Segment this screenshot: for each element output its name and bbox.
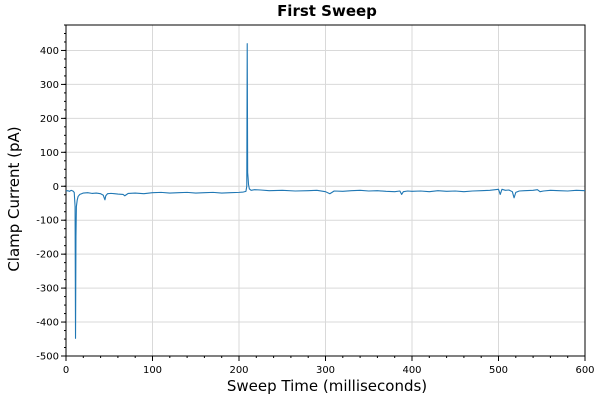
x-tick-label: 500 [489, 365, 508, 376]
y-tick-label: 0 [53, 182, 59, 193]
y-tick-label: 400 [40, 46, 59, 57]
y-tick-label: -400 [36, 318, 59, 329]
x-tick-label: 200 [229, 365, 248, 376]
y-tick-label: 300 [40, 80, 59, 91]
y-axis-label: Clamp Current (pA) [5, 126, 23, 272]
x-tick-label: 400 [402, 365, 421, 376]
y-tick-label: 200 [40, 114, 59, 125]
chart-title: First Sweep [277, 2, 377, 20]
x-tick-label: 0 [63, 365, 69, 376]
x-tick-label: 600 [575, 365, 594, 376]
y-tick-label: -500 [36, 352, 59, 363]
y-tick-label: -200 [36, 250, 59, 261]
x-axis-label: Sweep Time (milliseconds) [226, 377, 428, 395]
y-tick-label: -100 [36, 216, 59, 227]
series-line [65, 43, 586, 339]
y-tick-label: 100 [40, 148, 59, 159]
y-tick-label: -300 [36, 284, 59, 295]
x-tick-label: 300 [316, 365, 335, 376]
x-tick-label: 100 [143, 365, 162, 376]
